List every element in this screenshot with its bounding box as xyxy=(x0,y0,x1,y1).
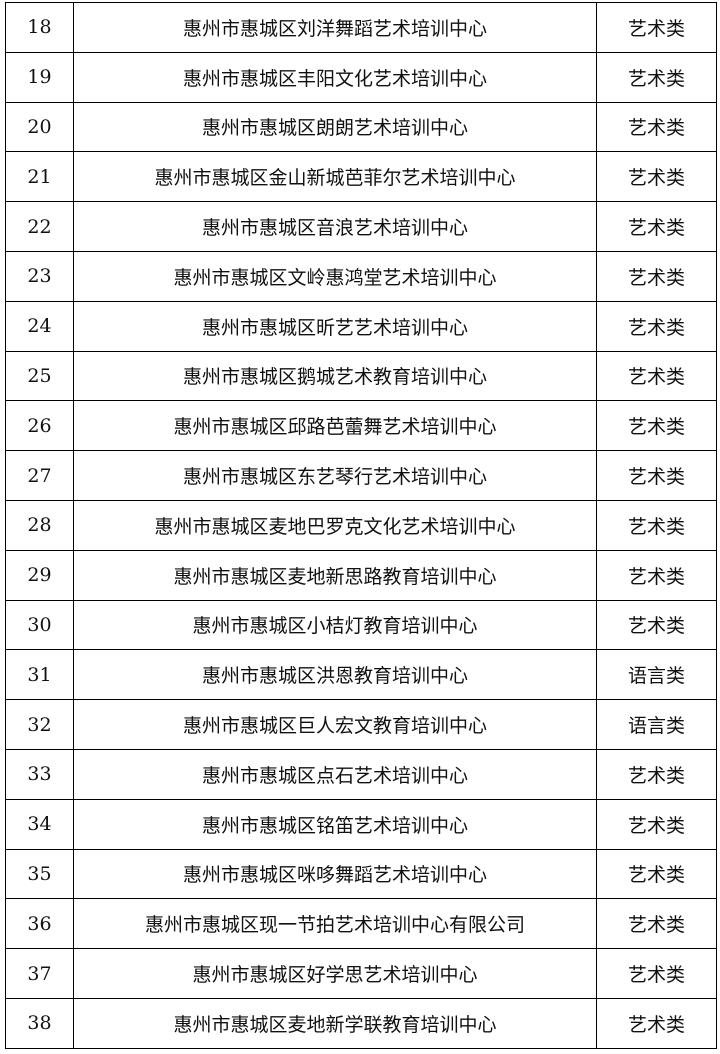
institution-name: 惠州市惠城区现一节拍艺术培训中心有限公司 xyxy=(73,898,597,950)
table-row: 27 惠州市惠城区东艺琴行艺术培训中心 艺术类 xyxy=(5,450,717,501)
institution-name: 惠州市惠城区昕艺艺术培训中心 xyxy=(73,300,597,352)
category: 艺术类 xyxy=(596,748,717,800)
row-number: 33 xyxy=(5,748,74,800)
category: 艺术类 xyxy=(596,300,717,352)
category: 语言类 xyxy=(596,699,717,750)
row-number: 30 xyxy=(5,599,74,651)
table-row: 25 惠州市惠城区鹅城艺术教育培训中心 艺术类 xyxy=(5,350,717,402)
row-number: 23 xyxy=(5,250,74,302)
row-number: 20 xyxy=(5,101,74,153)
institution-name: 惠州市惠城区朗朗艺术培训中心 xyxy=(73,101,597,153)
row-number: 38 xyxy=(5,997,74,1049)
row-number: 36 xyxy=(5,898,74,950)
row-number: 21 xyxy=(5,151,74,203)
institution-name: 惠州市惠城区鹅城艺术教育培训中心 xyxy=(73,350,597,402)
row-number: 35 xyxy=(5,848,74,900)
category: 艺术类 xyxy=(596,898,717,950)
row-number: 26 xyxy=(5,400,74,452)
institution-name: 惠州市惠城区丰阳文化艺术培训中心 xyxy=(73,51,597,103)
institution-name: 惠州市惠城区音浪艺术培训中心 xyxy=(73,201,597,252)
table-row: 18 惠州市惠城区刘洋舞蹈艺术培训中心 艺术类 xyxy=(5,2,717,53)
table-row: 21 惠州市惠城区金山新城芭菲尔艺术培训中心 艺术类 xyxy=(5,151,717,203)
row-number: 28 xyxy=(5,499,74,551)
table-row: 24 惠州市惠城区昕艺艺术培训中心 艺术类 xyxy=(5,300,717,352)
row-number: 27 xyxy=(5,450,74,501)
institution-name: 惠州市惠城区点石艺术培训中心 xyxy=(73,748,597,800)
category: 艺术类 xyxy=(596,549,717,601)
row-number: 18 xyxy=(5,2,74,53)
institution-name: 惠州市惠城区刘洋舞蹈艺术培训中心 xyxy=(73,2,597,53)
category: 艺术类 xyxy=(596,798,717,850)
row-number: 19 xyxy=(5,51,74,103)
category: 艺术类 xyxy=(596,400,717,452)
table-row: 19 惠州市惠城区丰阳文化艺术培训中心 艺术类 xyxy=(5,51,717,103)
table: 18 惠州市惠城区刘洋舞蹈艺术培训中心 艺术类 19 惠州市惠城区丰阳文化艺术培训中心艺… xyxy=(5,2,717,1049)
institution-name: 惠州市惠城区东艺琴行艺术培训中心 xyxy=(73,450,597,501)
category: 艺术类 xyxy=(596,2,717,53)
institution-name: 惠州市惠城区洪恩教育培训中心 xyxy=(73,649,597,701)
category: 艺术类 xyxy=(596,948,717,999)
table-row: 31 惠州市惠城区洪恩教育培训中心 语言类 xyxy=(5,649,717,701)
table-row: 32 惠州市惠城区巨人宏文教育培训中心 语言类 xyxy=(5,699,717,750)
table-row: 22 惠州市惠城区音浪艺术培训中心 艺术类 xyxy=(5,201,717,252)
institution-name: 惠州市惠城区铭笛艺术培训中心 xyxy=(73,798,597,850)
table-row: 36 惠州市惠城区现一节拍艺术培训中心有限公司 艺术类 xyxy=(5,898,717,950)
row-number: 22 xyxy=(5,201,74,252)
table-row: 28 惠州市惠城区麦地巴罗克文化艺术培训中心 艺术类 xyxy=(5,499,717,551)
institution-name: 惠州市惠城区麦地巴罗克文化艺术培训中心 xyxy=(73,499,597,551)
institution-name: 惠州市惠城区邱路芭蕾舞艺术培训中心 xyxy=(73,400,597,452)
table-row: 26 惠州市惠城区邱路芭蕾舞艺术培训中心 艺术类 xyxy=(5,400,717,452)
category: 语言类 xyxy=(596,649,717,701)
category: 艺术类 xyxy=(596,450,717,501)
category: 艺术类 xyxy=(596,250,717,302)
institution-name: 惠州市惠城区咪哆舞蹈艺术培训中心 xyxy=(73,848,597,900)
category: 艺术类 xyxy=(596,101,717,153)
table-row: 34 惠州市惠城区铭笛艺术培训中心 艺术类 xyxy=(5,798,717,850)
category: 艺术类 xyxy=(596,499,717,551)
institution-name: 惠州市惠城区金山新城芭菲尔艺术培训中心 xyxy=(73,151,597,203)
row-number: 25 xyxy=(5,350,74,402)
category: 艺术类 xyxy=(596,151,717,203)
row-number: 37 xyxy=(5,948,74,999)
table-row: 33 惠州市惠城区点石艺术培训中心 艺术类 xyxy=(5,748,717,800)
category: 艺术类 xyxy=(596,350,717,402)
category: 艺术类 xyxy=(596,997,717,1049)
institution-name: 惠州市惠城区麦地新学联教育培训中心 xyxy=(73,997,597,1049)
category: 艺术类 xyxy=(596,848,717,900)
table-row: 37 惠州市惠城区好学思艺术培训中心 艺术类 xyxy=(5,948,717,999)
table-row: 38 惠州市惠城区麦地新学联教育培训中心 艺术类 xyxy=(5,997,717,1049)
category: 艺术类 xyxy=(596,599,717,651)
institution-name: 惠州市惠城区文岭惠鸿堂艺术培训中心 xyxy=(73,250,597,302)
institution-name: 惠州市惠城区小桔灯教育培训中心 xyxy=(73,599,597,651)
table-row: 30 惠州市惠城区小桔灯教育培训中心 艺术类 xyxy=(5,599,717,651)
row-number: 31 xyxy=(5,649,74,701)
institution-name: 惠州市惠城区好学思艺术培训中心 xyxy=(73,948,597,999)
table-row: 20 惠州市惠城区朗朗艺术培训中心 艺术类 xyxy=(5,101,717,153)
row-number: 24 xyxy=(5,300,74,352)
category: 艺术类 xyxy=(596,51,717,103)
row-number: 34 xyxy=(5,798,74,850)
table-row: 23 惠州市惠城区文岭惠鸿堂艺术培训中心 艺术类 xyxy=(5,250,717,302)
table-row: 29 惠州市惠城区麦地新思路教育培训中心 艺术类 xyxy=(5,549,717,601)
institution-name: 惠州市惠城区巨人宏文教育培训中心 xyxy=(73,699,597,750)
category: 艺术类 xyxy=(596,201,717,252)
row-number: 29 xyxy=(5,549,74,601)
institution-name: 惠州市惠城区麦地新思路教育培训中心 xyxy=(73,549,597,601)
table-row: 35 惠州市惠城区咪哆舞蹈艺术培训中心 艺术类 xyxy=(5,848,717,900)
row-number: 32 xyxy=(5,699,74,750)
